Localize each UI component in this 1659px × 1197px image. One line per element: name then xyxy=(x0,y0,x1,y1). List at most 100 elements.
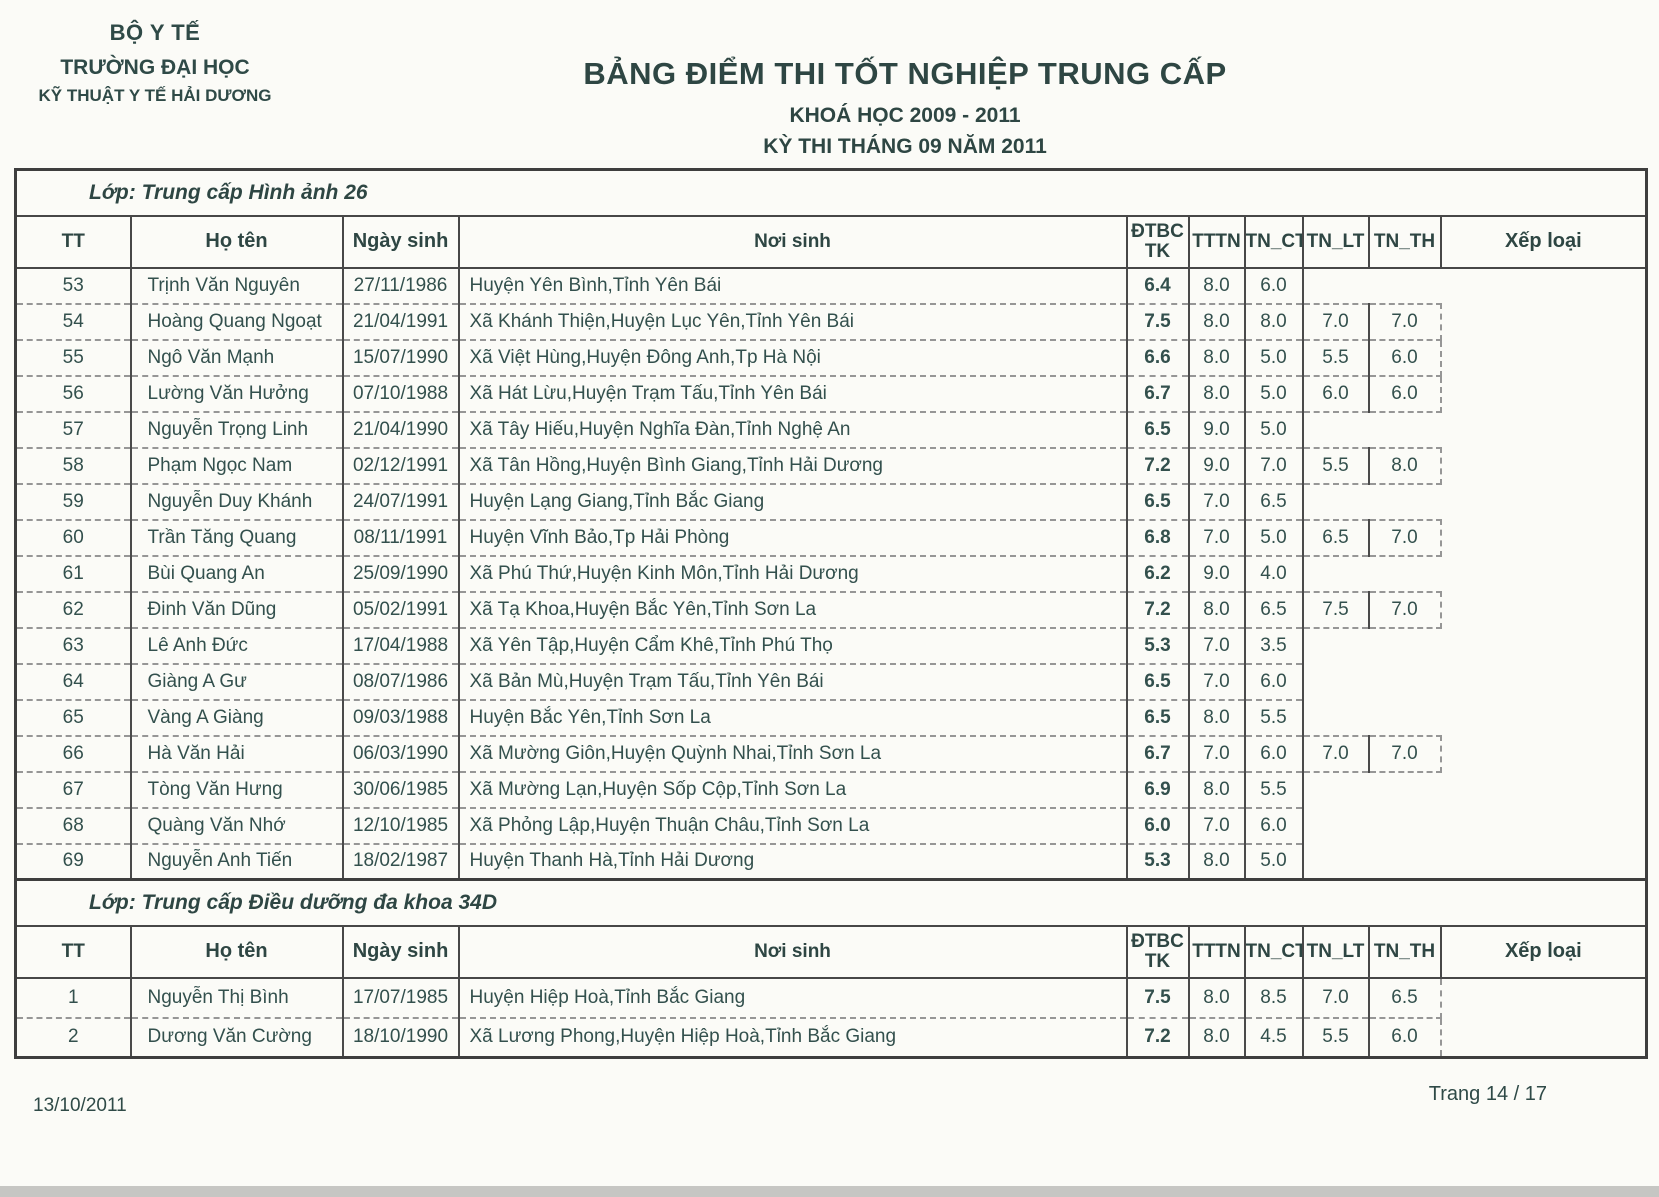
cell-dob: 12/10/1985 xyxy=(341,807,459,845)
cell-tt: 57 xyxy=(15,411,131,449)
col-header-pob: Nơi sinh xyxy=(457,924,1128,979)
cell-tn_th xyxy=(1369,268,1441,304)
cell-dob: 08/11/1991 xyxy=(341,519,459,557)
table-row: 66 Hà Văn Hải 06/03/1990 Xã Mường Giôn,Huyệ… xyxy=(15,734,1647,773)
cell-rank xyxy=(1441,772,1647,808)
cell-dob: 27/11/1986 xyxy=(341,267,459,305)
section-class-label: Lớp: Trung cấp Điều dưỡng đa khoa 34D xyxy=(15,878,1647,927)
cell-tn_lt xyxy=(1301,807,1369,844)
cell-dob: 17/07/1985 xyxy=(341,977,459,1019)
section-class-label: Lớp: Trung cấp Hình ảnh 26 xyxy=(15,168,1647,217)
cell-tt: 60 xyxy=(15,519,131,557)
cell-dob: 18/02/1987 xyxy=(341,843,459,881)
cell-tn_ct: 5.5 xyxy=(1243,771,1303,809)
cell-pob: Xã Lương Phong,Huyện Hiệp Hoà,Tỉnh Bắc G… xyxy=(457,1017,1127,1059)
cell-tn_th xyxy=(1369,412,1441,448)
cell-tn_lt: 7.0 xyxy=(1301,302,1369,341)
cell-tttn: 8.0 xyxy=(1187,267,1245,305)
cell-name: Ngô Văn Mạnh xyxy=(129,339,343,377)
col-header-tt: TT xyxy=(14,924,132,979)
cell-tn_th xyxy=(1369,664,1441,700)
cell-tn_th: 7.0 xyxy=(1367,590,1442,629)
col-header-dob: Ngày sinh xyxy=(341,924,460,979)
cell-name: Hoàng Quang Ngoạt xyxy=(129,303,343,341)
cell-dob: 25/09/1990 xyxy=(341,555,459,593)
cell-gpa: 6.7 xyxy=(1125,375,1189,413)
cell-tttn: 8.0 xyxy=(1187,977,1245,1019)
col-header-pob: Nơi sinh xyxy=(457,214,1128,269)
cell-dob: 17/04/1988 xyxy=(341,627,459,665)
cell-rank xyxy=(1441,340,1647,376)
cell-tttn: 7.0 xyxy=(1187,807,1245,845)
cell-tn_lt xyxy=(1301,555,1369,592)
cell-tttn: 8.0 xyxy=(1187,303,1245,341)
cell-rank xyxy=(1441,484,1647,520)
cell-name: Tòng Văn Hưng xyxy=(129,771,343,809)
cell-gpa: 6.6 xyxy=(1125,339,1189,377)
cell-tn_ct: 7.0 xyxy=(1243,447,1303,485)
cell-pob: Xã Hát Lừu,Huyện Trạm Tấu,Tỉnh Yên Bái xyxy=(457,375,1127,413)
column-header-row: TT Họ tên Ngày sinh Nơi sinh ĐTBC TK TTTN TN_CT… xyxy=(14,924,1648,979)
cell-tt: 66 xyxy=(15,735,131,773)
cell-rank xyxy=(1441,520,1647,556)
cell-tttn: 7.0 xyxy=(1187,483,1245,521)
score-table: Lớp: Trung cấp Hình ảnh 26 TT Họ tên Ngày s… xyxy=(14,168,1649,1059)
cell-name: Đinh Văn Dũng xyxy=(129,591,343,629)
col-header-name: Họ tên xyxy=(129,924,344,979)
cell-tttn: 9.0 xyxy=(1187,447,1245,485)
cell-pob: Xã Bản Mù,Huyện Trạm Tấu,Tỉnh Yên Bái xyxy=(457,663,1127,701)
cell-name: Trần Tăng Quang xyxy=(129,519,343,557)
cell-tttn: 8.0 xyxy=(1187,339,1245,377)
table-row: 61 Bùi Quang An 25/09/1990 Xã Phú Thứ,Huyện… xyxy=(15,555,1647,593)
col-header-dob: Ngày sinh xyxy=(341,214,460,269)
cell-tt: 61 xyxy=(15,555,131,593)
cell-tt: 53 xyxy=(15,267,131,305)
table-row: 54 Hoàng Quang Ngoạt 21/04/1991 Xã Khánh Th… xyxy=(15,302,1647,341)
cell-tn_ct: 5.0 xyxy=(1243,339,1303,377)
cell-tt: 67 xyxy=(15,771,131,809)
print-date: 13/10/2011 xyxy=(33,1095,127,1116)
cell-pob: Xã Khánh Thiện,Huyện Lục Yên,Tỉnh Yên Bá… xyxy=(457,303,1127,341)
scan-edge-artifact xyxy=(0,1186,1659,1197)
cell-name: Nguyễn Duy Khánh xyxy=(129,483,343,521)
col-header-gpa: ĐTBC TK xyxy=(1125,924,1190,979)
cell-pob: Xã Phỏng Lập,Huyện Thuận Châu,Tỉnh Sơn L… xyxy=(457,807,1127,845)
cell-tttn: 7.0 xyxy=(1187,663,1245,701)
cell-rank xyxy=(1441,304,1647,340)
cell-tn_lt xyxy=(1301,627,1369,664)
issuing-org-block: BỘ Y TẾ TRƯỜNG ĐẠI HỌC KỸ THUẬT Y TẾ HẢI… xyxy=(30,20,280,106)
cell-tn_ct: 5.0 xyxy=(1243,843,1303,881)
table-row: 59 Nguyễn Duy Khánh 24/07/1991 Huyện Lạng G… xyxy=(15,483,1647,521)
cell-dob: 21/04/1990 xyxy=(341,411,459,449)
cell-gpa: 7.2 xyxy=(1125,591,1189,629)
cell-tn_th: 7.0 xyxy=(1367,734,1442,773)
cell-name: Giàng A Gư xyxy=(129,663,343,701)
cell-gpa: 6.8 xyxy=(1125,519,1189,557)
table-row: 57 Nguyễn Trọng Linh 21/04/1990 Xã Tây Hiếu… xyxy=(15,411,1647,449)
col-header-rank: Xếp loại xyxy=(1439,924,1648,979)
cell-tttn: 8.0 xyxy=(1187,843,1245,881)
cell-pob: Xã Yên Tập,Huyện Cẩm Khê,Tỉnh Phú Thọ xyxy=(457,627,1127,665)
cell-tn_ct: 8.0 xyxy=(1243,303,1303,341)
cell-dob: 15/07/1990 xyxy=(341,339,459,377)
table-row: 69 Nguyễn Anh Tiến 18/02/1987 Huyện Thanh H… xyxy=(15,843,1647,881)
table-row: 62 Đinh Văn Dũng 05/02/1991 Xã Tạ Khoa,Huyệ… xyxy=(15,590,1647,629)
cell-gpa: 6.0 xyxy=(1125,807,1189,845)
cell-tn_th xyxy=(1369,772,1441,808)
cell-tt: 58 xyxy=(15,447,131,485)
cell-rank xyxy=(1441,556,1647,592)
cell-tn_th: 7.0 xyxy=(1367,302,1442,341)
section-title-row: Lớp: Trung cấp Điều dưỡng đa khoa 34D xyxy=(15,878,1647,927)
table-row: 65 Vàng A Giàng 09/03/1988 Huyện Bắc Yên,Tỉ… xyxy=(15,699,1647,737)
cell-name: Trịnh Văn Nguyên xyxy=(129,267,343,305)
cell-tn_ct: 6.0 xyxy=(1243,267,1303,305)
cell-tn_lt: 5.5 xyxy=(1301,446,1369,485)
cell-tn_ct: 3.5 xyxy=(1243,627,1303,665)
cell-pob: Xã Mường Giôn,Huyện Quỳnh Nhai,Tỉnh Sơn … xyxy=(457,735,1127,773)
cell-rank xyxy=(1441,376,1647,412)
cell-gpa: 7.5 xyxy=(1125,977,1189,1019)
cell-gpa: 6.5 xyxy=(1125,699,1189,737)
cell-tttn: 8.0 xyxy=(1187,591,1245,629)
cell-dob: 02/12/1991 xyxy=(341,447,459,485)
